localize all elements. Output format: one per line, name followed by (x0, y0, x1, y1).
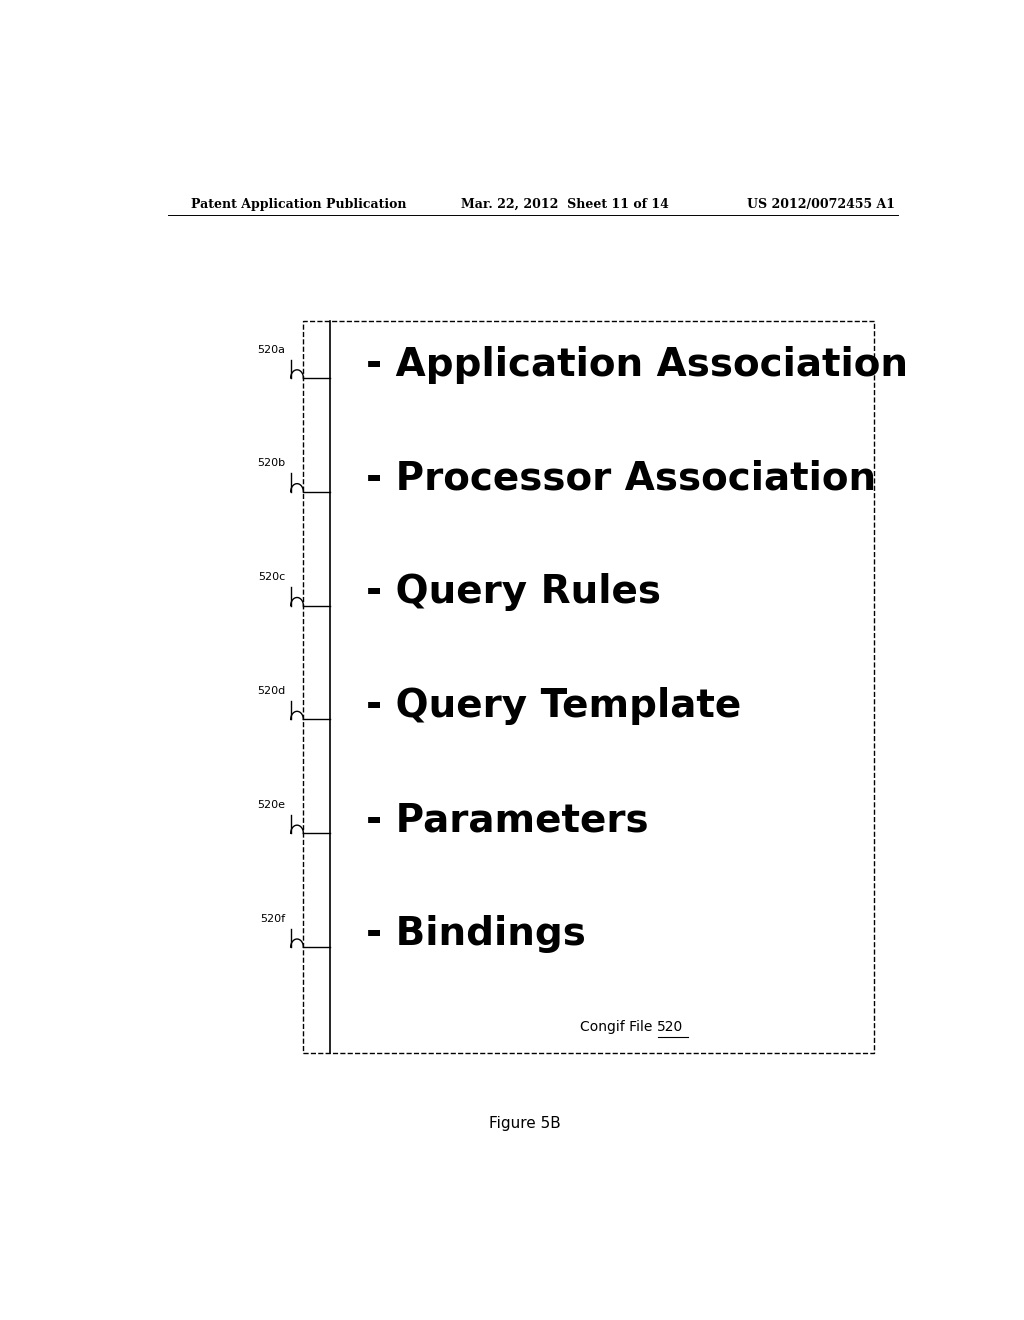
Text: 520f: 520f (260, 913, 285, 924)
Text: - Query Rules: - Query Rules (367, 573, 662, 611)
Text: 520b: 520b (257, 458, 285, 469)
Text: Mar. 22, 2012  Sheet 11 of 14: Mar. 22, 2012 Sheet 11 of 14 (461, 198, 670, 211)
Text: 520: 520 (656, 1020, 683, 1035)
Text: - Bindings: - Bindings (367, 915, 586, 953)
Text: 520a: 520a (257, 345, 285, 355)
Text: - Query Template: - Query Template (367, 688, 741, 725)
Text: 520e: 520e (257, 800, 285, 810)
Text: 520d: 520d (257, 686, 285, 696)
Text: Figure 5B: Figure 5B (488, 1117, 561, 1131)
Text: - Parameters: - Parameters (367, 801, 649, 840)
Text: - Processor Association: - Processor Association (367, 459, 877, 498)
Text: Patent Application Publication: Patent Application Publication (191, 198, 407, 211)
Text: - Application Association: - Application Association (367, 346, 908, 384)
Text: 520c: 520c (258, 573, 285, 582)
Text: Congif File: Congif File (581, 1020, 656, 1035)
Text: US 2012/0072455 A1: US 2012/0072455 A1 (748, 198, 895, 211)
